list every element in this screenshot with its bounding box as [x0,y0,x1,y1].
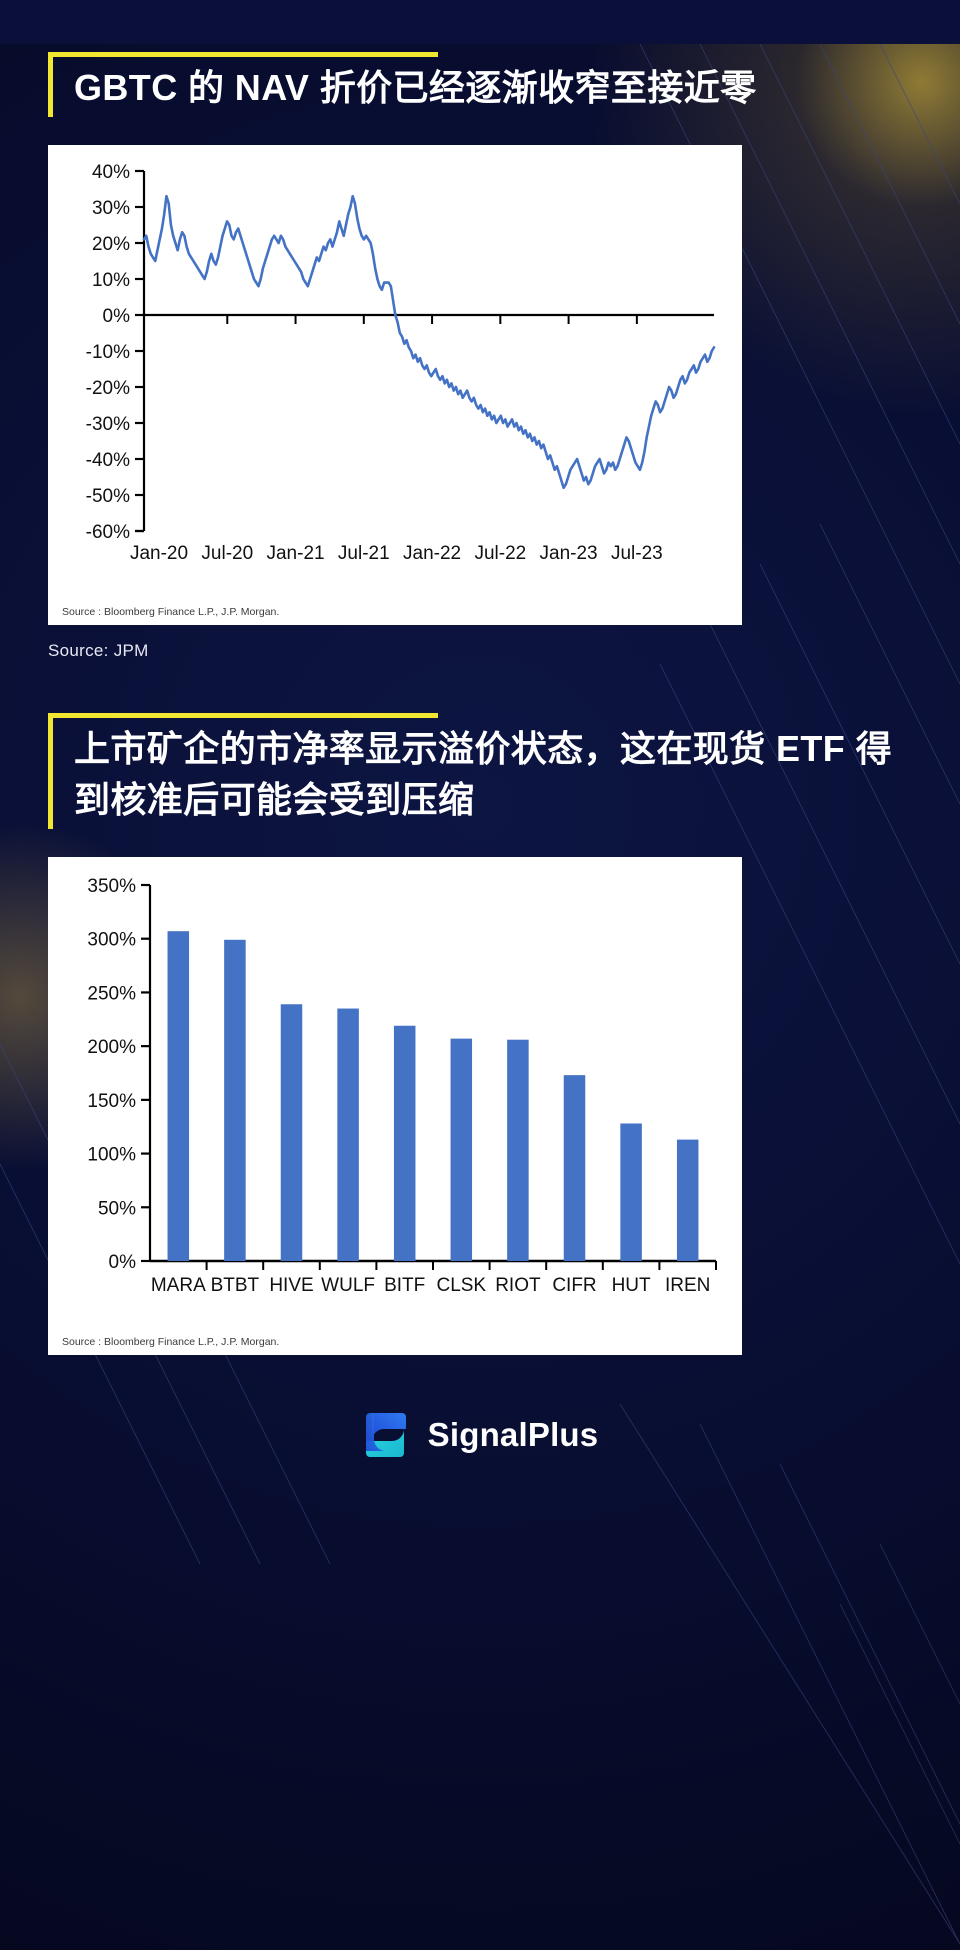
svg-text:MARA: MARA [151,1275,206,1296]
svg-text:-20%: -20% [86,378,130,399]
heading-bracket-left [48,52,53,118]
gbtc-nav-discount-line-chart: 40%30%20%10%0%-10%-20%-30%-40%-50%-60%Ja… [86,162,716,564]
svg-text:BTBT: BTBT [211,1275,260,1296]
svg-text:Jan-23: Jan-23 [540,543,598,564]
svg-text:Jan-20: Jan-20 [130,543,188,564]
svg-text:Jul-21: Jul-21 [338,543,390,564]
chart-2-source: Source : Bloomberg Finance L.P., J.P. Mo… [62,1336,280,1349]
svg-text:250%: 250% [87,984,136,1005]
section-1-caption: Source: JPM [48,641,149,661]
chart-card-gbtc: 40% 30% 20% 10% 0% -10% -20% -30% -40% -50% -60% Ja… [48,145,742,626]
svg-text:CLSK: CLSK [436,1275,486,1296]
chart-card-miners: 350% 300% 250% 200% 150% 100% 50% 0% MARA BTBT HIV… [48,857,742,1356]
svg-text:Jan-21: Jan-21 [266,543,324,564]
svg-text:200%: 200% [87,1037,136,1058]
svg-text:0%: 0% [109,1252,137,1273]
svg-text:100%: 100% [87,1145,136,1166]
section-1-title: GBTC 的 NAV 折价已经逐渐收窄至接近零 [74,67,757,108]
heading-bracket-top [48,713,438,719]
svg-text:-60%: -60% [86,522,130,543]
svg-text:IREN: IREN [665,1275,710,1296]
svg-text:-40%: -40% [86,450,130,471]
svg-text:HIVE: HIVE [269,1275,313,1296]
svg-text:40%: 40% [92,162,130,183]
svg-text:CIFR: CIFR [552,1275,596,1296]
bar-chart-plot-area: 350% 300% 250% 200% 150% 100% 50% 0% MARA BTBT HIV… [48,857,742,1326]
svg-text:-50%: -50% [86,486,130,507]
section-2-heading: 上市矿企的市净率显示溢价状态，这在现货 ETF 得到核准后可能会受到压缩 [48,705,912,835]
poster-page: GBTC 的 NAV 折价已经逐渐收窄至接近零 40% 30% 20% 10% 0% -1… [0,44,960,1501]
line-chart-plot-area: 40% 30% 20% 10% 0% -10% -20% -30% -40% -50% -60% Ja… [48,145,742,596]
svg-text:Jul-23: Jul-23 [611,543,663,564]
svg-text:30%: 30% [92,198,130,219]
svg-text:300%: 300% [87,930,136,951]
svg-text:Jan-22: Jan-22 [403,543,461,564]
svg-text:0%: 0% [103,306,131,327]
svg-text:BITF: BITF [384,1275,425,1296]
svg-text:-30%: -30% [86,414,130,435]
section-2-title: 上市矿企的市净率显示溢价状态，这在现货 ETF 得到核准后可能会受到压缩 [74,728,892,821]
section-1-heading: GBTC 的 NAV 折价已经逐渐收窄至接近零 [48,44,912,123]
svg-text:10%: 10% [92,270,130,291]
miners-price-to-book-bar-chart: 350% 300% 250% 200% 150% 100% 50% 0% MARA BTBT HIV… [87,876,717,1296]
svg-text:Jul-22: Jul-22 [474,543,526,564]
chart-1-source: Source : Bloomberg Finance L.P., J.P. Mo… [62,606,280,619]
svg-text:RIOT: RIOT [495,1275,541,1296]
svg-text:20%: 20% [92,234,130,255]
svg-text:Jul-20: Jul-20 [201,543,253,564]
svg-text:WULF: WULF [321,1275,375,1296]
heading-bracket-left [48,713,53,830]
signalplus-logo-icon [365,1413,406,1458]
svg-text:50%: 50% [98,1199,136,1220]
svg-text:150%: 150% [87,1091,136,1112]
brand-name: SignalPlus [427,1416,599,1454]
svg-text:HUT: HUT [612,1275,651,1296]
heading-bracket-top [48,52,438,57]
footer-brand: SignalPlus [48,1409,912,1501]
svg-text:350%: 350% [87,876,136,897]
svg-text:-10%: -10% [86,342,130,363]
